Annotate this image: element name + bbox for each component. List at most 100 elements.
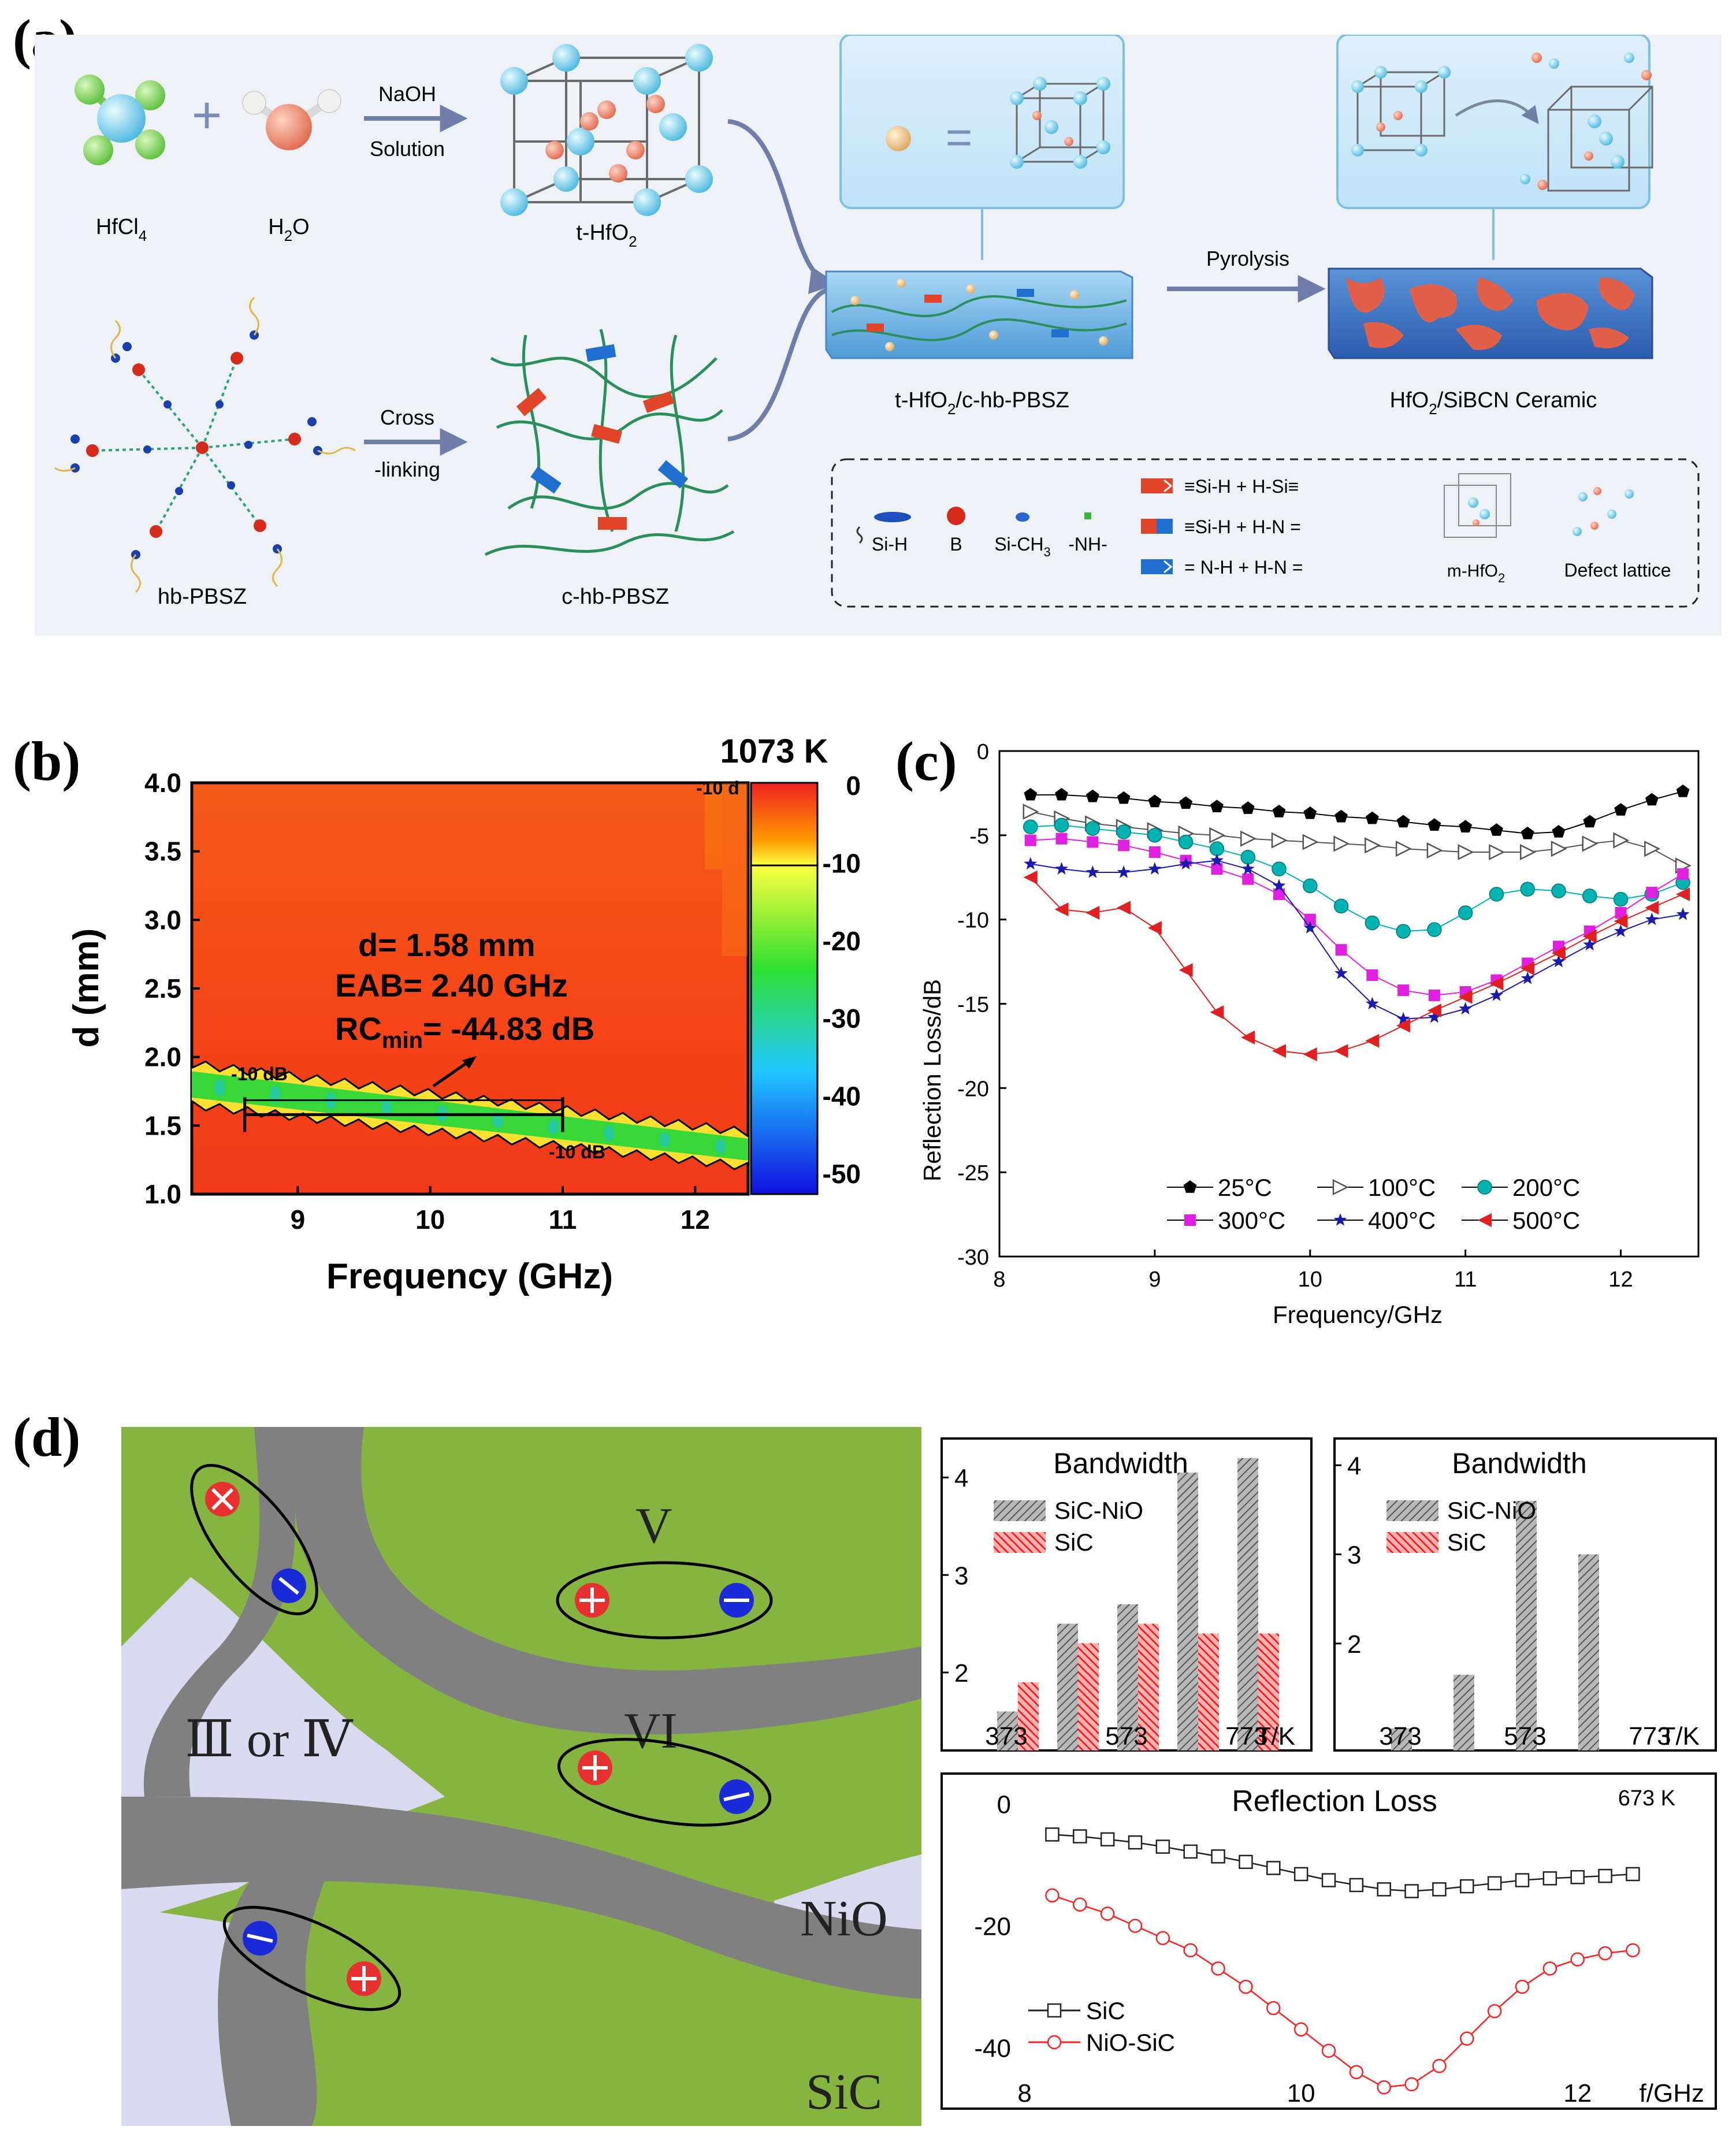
legend-si-ch3: Si-CH3 bbox=[994, 512, 1051, 559]
y-tick-label: -20 bbox=[957, 1077, 989, 1101]
legend-defect-lattice: Defect lattice bbox=[1564, 487, 1671, 581]
band-min-spot bbox=[604, 1125, 615, 1141]
rl-point bbox=[1241, 801, 1255, 814]
band-min-spot bbox=[214, 1079, 225, 1096]
x-tick-label: 373 bbox=[1379, 1722, 1421, 1750]
rl-point bbox=[1676, 887, 1690, 901]
svg-text:= N-H + H-N =: = N-H + H-N = bbox=[1184, 557, 1303, 578]
bar-sic-nio-373 bbox=[1391, 1728, 1412, 1750]
svg-text:Si-CH3: Si-CH3 bbox=[994, 534, 1051, 559]
rl-point bbox=[1148, 862, 1162, 875]
panel-c-label: (c) bbox=[895, 730, 957, 792]
rl-point bbox=[1240, 850, 1255, 865]
rl-point bbox=[1055, 862, 1068, 875]
rl2-point bbox=[1100, 1906, 1115, 1921]
rl-point bbox=[1427, 1003, 1441, 1018]
rl-point bbox=[1646, 887, 1658, 898]
x-tick-label: 9 bbox=[291, 1205, 306, 1235]
rl-point bbox=[1303, 921, 1317, 934]
bar-sic-nio-773 bbox=[1237, 1458, 1258, 1750]
rl2-title: Reflection Loss bbox=[1232, 1785, 1437, 1818]
rl-point bbox=[1644, 841, 1661, 857]
rl2-point bbox=[1239, 1979, 1253, 1994]
svg-text:≡Si-H + H-Si≡: ≡Si-H + H-Si≡ bbox=[1184, 476, 1299, 497]
x-tick-label: 12 bbox=[1563, 2079, 1592, 2107]
rl-point bbox=[1366, 969, 1378, 981]
svg-text:≡Si-H + H-N =: ≡Si-H + H-N = bbox=[1184, 516, 1301, 537]
rl-point bbox=[1023, 819, 1038, 834]
legend-label: 200°C bbox=[1512, 1174, 1580, 1201]
rl-point bbox=[1365, 811, 1379, 824]
solution-label: Solution bbox=[370, 137, 445, 161]
eab-bracket bbox=[243, 1097, 564, 1132]
rl-point bbox=[1303, 1047, 1317, 1061]
rl-point bbox=[1613, 891, 1629, 907]
rl-point bbox=[1428, 1010, 1441, 1023]
rl-line bbox=[1030, 860, 1683, 1020]
schematic-sic-nio: Ⅲ or Ⅳ V VI NiO SiC bbox=[121, 1427, 921, 2126]
contour-label-2: -10 dB bbox=[549, 1142, 605, 1162]
rl2-point bbox=[1211, 1849, 1225, 1864]
rl-series-25c bbox=[1024, 785, 1690, 839]
rl-point bbox=[1645, 901, 1659, 915]
legend-marker bbox=[1184, 1214, 1196, 1226]
rl2-point bbox=[1321, 2043, 1336, 2058]
rl-point bbox=[1210, 800, 1224, 812]
label-nio: NiO bbox=[800, 1891, 888, 1947]
legend-reaction-2: ≡Si-H + H-N = bbox=[1141, 516, 1301, 537]
panel-d-label: (d) bbox=[13, 1406, 81, 1468]
rl-point bbox=[1552, 946, 1566, 960]
contour-lower bbox=[191, 1100, 749, 1170]
rl2-point bbox=[1377, 1882, 1391, 1897]
rl2-point bbox=[1073, 1897, 1087, 1912]
hfcl4-label: HfCl4 bbox=[96, 215, 147, 244]
rl-line bbox=[1030, 824, 1683, 932]
nio-phase bbox=[121, 1427, 921, 2126]
bar-sic-nio-473 bbox=[1454, 1674, 1474, 1750]
rl-point bbox=[1426, 842, 1443, 859]
rl2-point bbox=[1045, 1888, 1060, 1903]
rl2-point bbox=[1515, 1979, 1530, 1994]
y-tick-label: -30 bbox=[957, 1246, 989, 1270]
bar-sic-nio-373 bbox=[997, 1711, 1018, 1750]
band-min-spot bbox=[659, 1132, 670, 1147]
rl-point bbox=[1552, 954, 1566, 968]
rl-point bbox=[1365, 915, 1380, 931]
x-tick-label: 8 bbox=[1017, 2079, 1031, 2107]
rl2-point bbox=[1598, 1946, 1612, 1961]
rl-series-500c bbox=[1023, 870, 1690, 1061]
y-tick-label: 2.0 bbox=[144, 1042, 181, 1072]
rl-point bbox=[1334, 967, 1348, 979]
c-hb-pbsz-crosslinks bbox=[516, 344, 689, 530]
rl-point bbox=[1521, 826, 1534, 839]
rl2-point bbox=[1349, 2065, 1364, 2079]
rl2-line bbox=[1052, 1894, 1633, 2088]
rl-point bbox=[1645, 793, 1659, 806]
t-hfo2-label: t-HfO2 bbox=[576, 221, 637, 250]
legend-label: SiC bbox=[1086, 1997, 1125, 2024]
rl-point bbox=[1676, 907, 1690, 920]
rl-point bbox=[1551, 883, 1566, 898]
x-tick-label: 12 bbox=[1608, 1267, 1633, 1292]
rl-point bbox=[1365, 1034, 1380, 1048]
rl-point bbox=[1552, 825, 1566, 838]
x-tick-label: 9 bbox=[1148, 1267, 1161, 1292]
ceramic-callout bbox=[1336, 35, 1650, 209]
heatmap-x-ticks: 9 10 11 12 bbox=[291, 1186, 710, 1235]
rl2-point bbox=[1570, 1870, 1585, 1884]
x-unit-label: T/K bbox=[1660, 1722, 1700, 1750]
band-min-spot bbox=[715, 1139, 726, 1154]
legend-label: SiC bbox=[1054, 1529, 1094, 1556]
dipole-v bbox=[556, 1561, 773, 1640]
heatmap-ylabel: d (mm) bbox=[66, 928, 106, 1048]
rl2-point bbox=[1266, 1861, 1281, 1875]
rl-point bbox=[1148, 846, 1161, 858]
rl-point bbox=[1087, 836, 1099, 848]
rl-point bbox=[1396, 815, 1410, 828]
rl-point bbox=[1209, 841, 1225, 856]
annotation-eab: EAB= 2.40 GHz bbox=[335, 967, 568, 1003]
rl-point bbox=[1179, 963, 1193, 977]
bandwidth-title: Bandwidth bbox=[1452, 1447, 1587, 1480]
rl2-point bbox=[1460, 1879, 1474, 1894]
rl-point bbox=[1303, 806, 1317, 819]
